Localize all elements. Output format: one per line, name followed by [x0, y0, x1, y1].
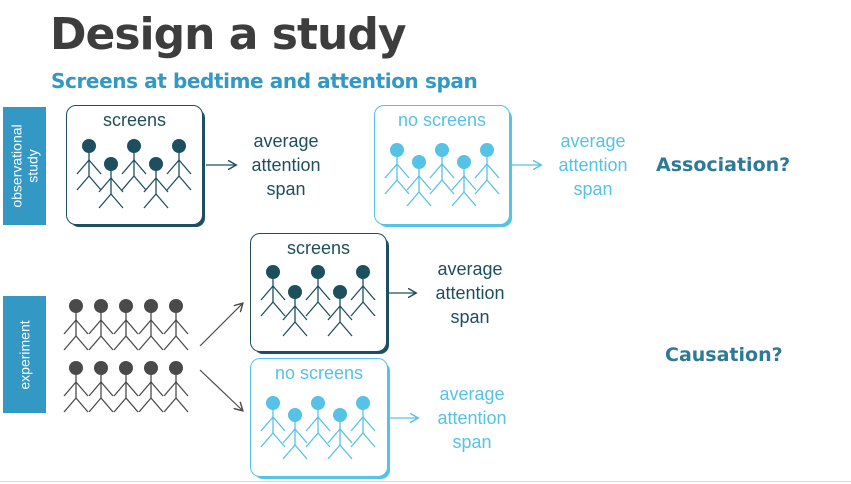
stick-figure-icon	[163, 299, 189, 351]
stick-figure-icon	[121, 139, 147, 191]
slide-subtitle: Screens at bedtime and attention span	[51, 69, 478, 93]
stick-figure-icon	[350, 396, 376, 448]
arrow-assign-noscreens	[199, 369, 242, 410]
observational-screens-group: screens	[66, 105, 203, 225]
stick-figure-icon	[138, 361, 164, 413]
stick-figure-icon	[113, 361, 139, 413]
stick-figure-icon	[384, 143, 410, 195]
stick-figure-icon	[474, 143, 500, 195]
outcome-obs-noscreens: average attention span	[558, 131, 628, 199]
stick-figure-icon	[143, 157, 169, 209]
stick-figure-icon	[282, 285, 308, 337]
observational-study-tab: observational study	[3, 107, 46, 225]
participant-pool	[63, 299, 189, 413]
experiment-noscreens-group: no screens	[250, 358, 388, 477]
stick-figures-light	[384, 143, 500, 207]
stick-figure-icon	[350, 265, 376, 317]
stick-figure-icon	[63, 299, 89, 351]
stick-figure-icon	[76, 139, 102, 191]
stick-figures-light-exp	[260, 396, 376, 460]
divider	[0, 481, 851, 482]
outcome-exp-noscreens: average attention span	[437, 384, 507, 452]
stick-figure-icon	[282, 408, 308, 460]
stick-figure-icon	[327, 408, 353, 460]
stick-figure-icon	[260, 396, 286, 448]
causation-question: Causation?	[665, 344, 783, 366]
stick-figure-icon	[327, 285, 353, 337]
arrow-assign-screens	[199, 304, 242, 347]
group-label-noscreens-exp: no screens	[274, 363, 364, 383]
stick-figure-icon	[305, 396, 331, 448]
stick-figure-icon	[98, 157, 124, 209]
stick-figure-icon	[305, 265, 331, 317]
group-label-screens-exp: screens	[286, 238, 351, 258]
stick-figure-icon	[260, 265, 286, 317]
experiment-screens-group: screens	[250, 233, 387, 352]
stick-figure-icon	[113, 299, 139, 351]
association-question: Association?	[656, 154, 791, 176]
outcome-obs-screens: average attention span	[251, 131, 321, 199]
stick-figure-icon	[88, 361, 114, 413]
stick-figures-dark	[76, 139, 192, 209]
stick-figure-icon	[429, 143, 455, 195]
stick-figure-icon	[88, 299, 114, 351]
group-label-screens: screens	[102, 110, 167, 130]
stick-figure-icon	[163, 361, 189, 413]
group-label-noscreens: no screens	[397, 110, 487, 130]
stick-figure-icon	[451, 155, 477, 207]
stick-figure-icon	[63, 361, 89, 413]
stick-figures-dark-exp	[260, 265, 376, 337]
outcome-exp-screens: average attention span	[435, 259, 505, 327]
experiment-tab: experiment	[3, 296, 46, 413]
observational-noscreens-group: no screens	[374, 105, 510, 225]
stick-figure-icon	[138, 299, 164, 351]
stick-figure-icon	[166, 139, 192, 191]
stick-figure-icon	[406, 155, 432, 207]
slide-title: Design a study	[50, 9, 407, 60]
